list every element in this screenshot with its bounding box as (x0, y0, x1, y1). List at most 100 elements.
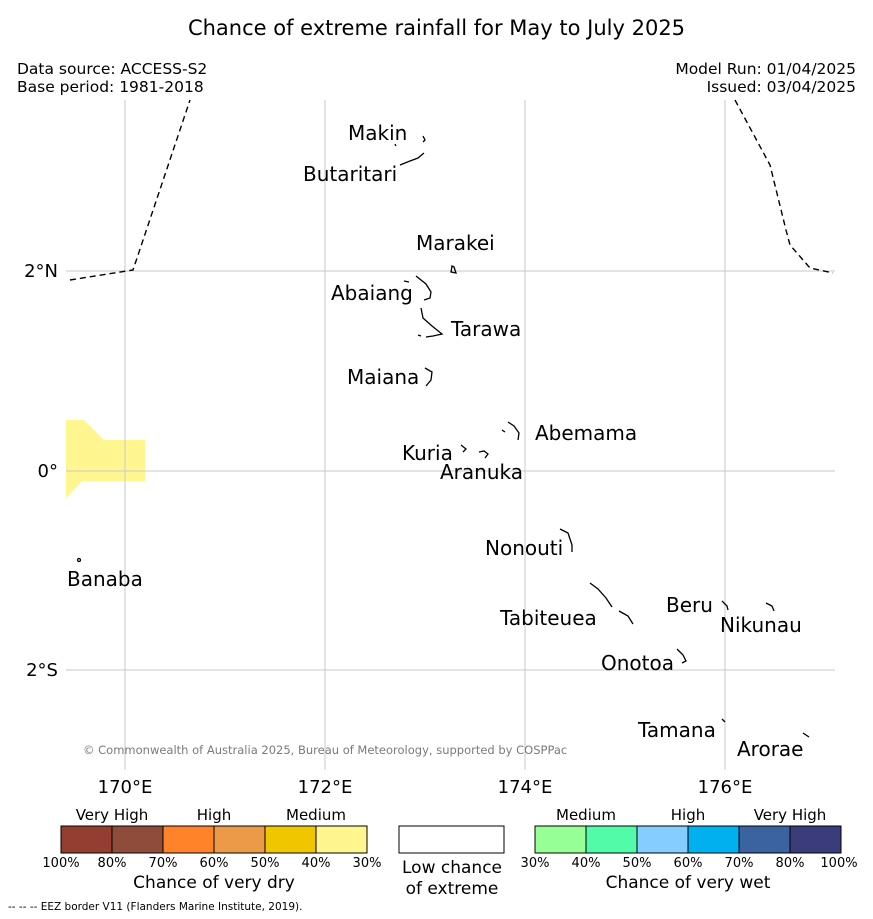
makin-islet (394, 143, 397, 147)
wet-swatch (585, 825, 638, 854)
wet-swatch (534, 825, 587, 854)
eez-footnote: -- -- -- EEZ border V11 (Flanders Marine… (8, 901, 303, 913)
neutral-caption-line1: Low chance (402, 858, 502, 878)
island-label: Tarawa (450, 317, 521, 341)
abaiang-islet (403, 280, 410, 283)
wet-tick: 80% (775, 856, 805, 871)
island-label: Abemama (535, 421, 637, 445)
dry-medium-region (66, 420, 145, 498)
island-label: Maiana (347, 365, 419, 389)
dry-tick: 100% (42, 856, 80, 871)
base-period-label: Base period: 1981-2018 (17, 78, 204, 96)
wet-tick: 40% (571, 856, 601, 871)
dry-tick: 50% (250, 856, 280, 871)
axis-labels: 2°N 0° 2°S 170°E 172°E 174°E 176°E (24, 261, 752, 798)
island-label: Aranuka (440, 460, 523, 484)
tarawa-islet (417, 334, 422, 337)
lon-label: 170°E (98, 777, 153, 798)
island-labels: Makin Butaritari Marakei Abaiang Tarawa … (67, 121, 803, 761)
dry-swatch (111, 825, 164, 854)
lat-label: 2°N (24, 261, 58, 282)
dry-swatch (162, 825, 215, 854)
lon-label: 174°E (498, 777, 553, 798)
onotoa-atoll (676, 648, 687, 664)
banaba-island (76, 557, 82, 563)
lon-label: 176°E (698, 777, 753, 798)
wet-tick: 100% (820, 856, 858, 871)
dry-tick: 40% (301, 856, 331, 871)
island-label: Nikunau (720, 613, 802, 637)
dry-colorbar (60, 825, 368, 854)
island-label: Kuria (402, 441, 453, 465)
gridlines (66, 100, 835, 770)
island-label: Tamana (637, 718, 716, 742)
neutral-swatch (398, 825, 505, 854)
wet-high-label: High (670, 806, 706, 824)
dry-swatch (264, 825, 317, 854)
marakei-atoll (450, 265, 457, 274)
dry-caption: Chance of very dry (133, 873, 295, 893)
aranuka-atoll (478, 450, 489, 459)
tabiteuea-south (618, 610, 634, 625)
island-label: Beru (666, 593, 713, 617)
dry-very-high-label: Very High (75, 806, 149, 824)
nikunau-atoll (765, 602, 775, 612)
maiana-atoll (424, 367, 433, 387)
abemama-islet (501, 429, 506, 433)
island-label: Tabiteuea (499, 606, 597, 630)
wet-swatch (738, 825, 791, 854)
wet-colorbar (534, 825, 842, 854)
issued-label: Issued: 03/04/2025 (706, 78, 856, 96)
dry-high-label: High (196, 806, 232, 824)
wet-very-high-label: Very High (753, 806, 827, 824)
data-source-label: Data source: ACCESS-S2 (17, 60, 208, 78)
wet-tick: 50% (622, 856, 652, 871)
island-label: Makin (348, 121, 407, 145)
abemama-atoll (507, 421, 520, 441)
wet-tick: 60% (673, 856, 703, 871)
island-label: Onotoa (601, 651, 674, 675)
neutral-caption-line2: of extreme (405, 879, 499, 899)
island-label: Arorae (737, 737, 803, 761)
butaritari-atoll (399, 152, 425, 166)
copyright-notice: © Commonwealth of Australia 2025, Bureau… (83, 743, 568, 757)
atoll-outlines (76, 135, 810, 738)
dry-tick: 70% (148, 856, 178, 871)
abaiang-atoll (415, 275, 432, 301)
island-label: Marakei (416, 231, 495, 255)
island-label: Butaritari (303, 162, 397, 186)
nonouti-atoll (559, 528, 573, 552)
tarawa-atoll (420, 307, 444, 338)
dry-swatch (60, 825, 113, 854)
arorae-island (802, 732, 810, 738)
wet-tick: 30% (520, 856, 550, 871)
wet-swatch (636, 825, 689, 854)
wet-caption: Chance of very wet (605, 873, 771, 893)
island-label: Abaiang (331, 281, 413, 305)
dry-tick: 30% (352, 856, 382, 871)
neutral-swatch-box (398, 825, 505, 854)
wet-swatch (687, 825, 740, 854)
makin-atoll (422, 135, 426, 143)
tabiteuea-atoll (589, 582, 613, 608)
tamana-island (721, 718, 726, 723)
kuria-atoll (460, 444, 467, 453)
dry-swatch (315, 825, 368, 854)
lat-label: 2°S (26, 660, 58, 681)
wet-medium-label: Medium (556, 806, 616, 824)
lat-label: 0° (38, 461, 58, 482)
island-label: Banaba (67, 567, 143, 591)
island-label: Nonouti (485, 536, 563, 560)
map-title: Chance of extreme rainfall for May to Ju… (187, 16, 686, 40)
dry-tick: 60% (199, 856, 229, 871)
eez-border (69, 99, 834, 281)
wet-swatch (789, 825, 842, 854)
dry-tick: 80% (97, 856, 127, 871)
model-run-label: Model Run: 01/04/2025 (675, 60, 856, 78)
lon-label: 172°E (298, 777, 353, 798)
beru-atoll (721, 600, 729, 611)
wet-tick: 70% (724, 856, 754, 871)
dry-swatch (213, 825, 266, 854)
dry-medium-label: Medium (286, 806, 346, 824)
map-panel[interactable]: Makin Butaritari Marakei Abaiang Tarawa … (0, 0, 873, 800)
